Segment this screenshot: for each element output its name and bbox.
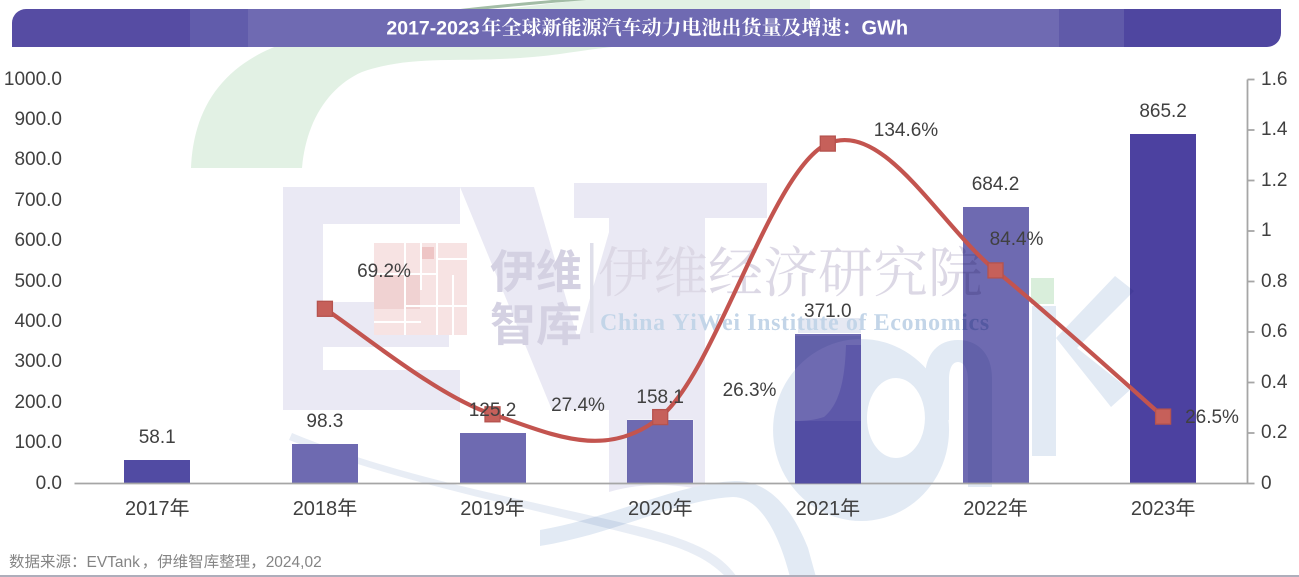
svg-text:GWh: GWh: [862, 18, 909, 40]
svg-text:2018: 2018: [293, 498, 338, 520]
svg-text:2024,02: 2024,02: [266, 554, 322, 571]
svg-text:2020: 2020: [628, 498, 673, 520]
svg-text:2019: 2019: [460, 498, 505, 520]
svg-text:2022: 2022: [963, 498, 1008, 520]
svg-text:2017-2023: 2017-2023: [386, 18, 479, 40]
svg-text:EVTank: EVTank: [87, 554, 141, 571]
svg-text:2017: 2017: [125, 498, 170, 520]
svg-text:2021: 2021: [796, 498, 841, 520]
svg-text:2023: 2023: [1131, 498, 1176, 520]
